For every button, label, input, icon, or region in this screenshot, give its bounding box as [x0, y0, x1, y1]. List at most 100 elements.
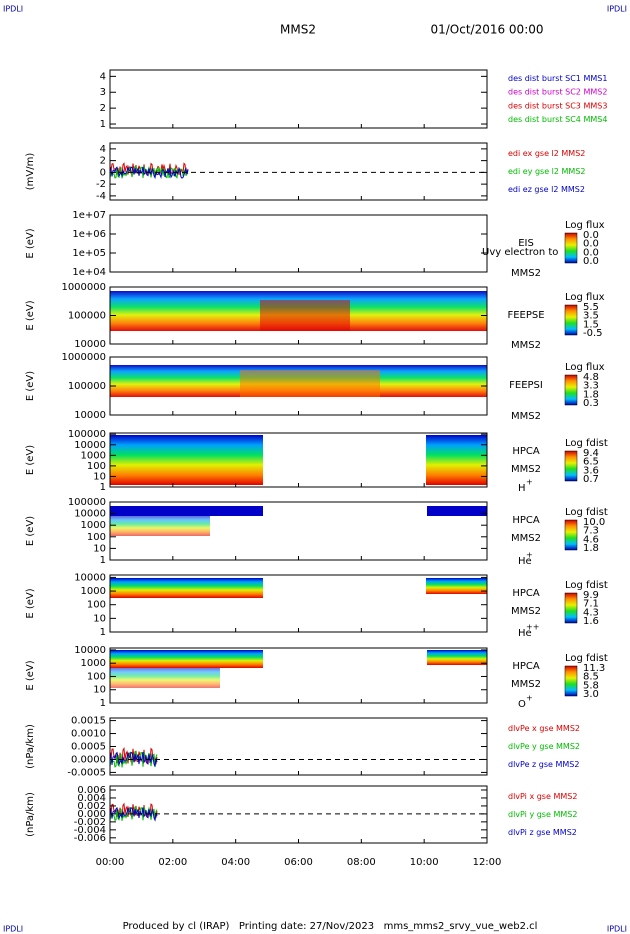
- y-axis-label: (mV/m): [25, 153, 36, 191]
- y-axis-label: (nPa/km): [25, 792, 36, 837]
- y-tick-label: 0.000: [77, 809, 106, 820]
- colorbar-label: 8.5: [583, 672, 599, 683]
- spectrogram-fill: [110, 291, 487, 688]
- instrument-label: HPCA: [512, 588, 540, 599]
- colorbar-label: 0.7: [583, 474, 599, 485]
- y-tick-label: 3: [100, 87, 106, 98]
- y-tick-label: 100000: [68, 429, 106, 440]
- corner-label: IPDLI: [607, 5, 627, 14]
- y-tick-label: 1000: [81, 586, 106, 597]
- y-tick-label: 0: [100, 167, 106, 178]
- colorbar-label: 4.3: [583, 607, 599, 618]
- legend-entry: des dist burst SC4 MMS4: [508, 115, 607, 124]
- y-tick-label: -0.006: [74, 833, 106, 844]
- y-axis-label: E (eV): [25, 445, 36, 475]
- y-tick-label: 1e+06: [72, 229, 106, 240]
- colorbar: [564, 519, 578, 551]
- colorbar-label: 4.6: [583, 534, 599, 545]
- y-tick-label: 100: [87, 671, 106, 682]
- y-tick-label: 100: [87, 461, 106, 472]
- y-axis-label: E (eV): [25, 588, 36, 618]
- colorbar-title: Log flux: [565, 362, 605, 373]
- noise-trace: [109, 165, 189, 179]
- panel-frame: [109, 69, 488, 129]
- colorbar-label: 7.3: [583, 526, 599, 537]
- y-tick-label: 10000: [74, 645, 106, 656]
- spacecraft-label: MMS2: [511, 411, 541, 422]
- y-tick-label: 1e+05: [72, 248, 106, 259]
- colorbar-label: 0.0: [583, 256, 599, 267]
- y-axis-label: E (eV): [25, 660, 36, 690]
- y-tick-label: 10000: [74, 509, 106, 520]
- colorbar-label: 0.0: [583, 230, 599, 241]
- spacecraft-label: MMS2: [511, 464, 541, 475]
- colorbar-label: 9.4: [583, 448, 599, 459]
- instrument-label: HPCA: [512, 661, 540, 672]
- colorbar-title: Log fdist: [565, 580, 608, 591]
- y-tick-label: 10000: [74, 339, 106, 350]
- y-tick-label: 1000: [81, 450, 106, 461]
- y-tick-label: 1000: [81, 520, 106, 531]
- panel-frame: [109, 214, 488, 273]
- species-label: He: [518, 556, 532, 567]
- colorbar-label: 9.9: [583, 590, 599, 601]
- y-tick-label: 1000: [81, 658, 106, 669]
- species-charge: +: [526, 478, 533, 487]
- y-tick-label: 1: [100, 555, 106, 566]
- y-tick-label: -4: [96, 191, 106, 202]
- legend-entry: edi ey gse l2 MMS2: [508, 167, 586, 176]
- noise-trace: [109, 751, 158, 767]
- spacecraft-label: MMS2: [511, 268, 541, 279]
- y-axis-label: E (eV): [25, 300, 36, 330]
- y-tick-label: 2: [100, 103, 106, 114]
- x-tick-label: 00:00: [96, 857, 125, 868]
- y-tick-label: 1: [100, 119, 106, 130]
- x-tick-label: 10:00: [410, 857, 439, 868]
- species-charge: ++: [526, 623, 539, 632]
- colorbar-label: 5.5: [583, 302, 599, 313]
- y-tick-label: 100000: [68, 381, 106, 392]
- noise-trace: [109, 807, 158, 822]
- y-tick-label: 4: [100, 71, 106, 82]
- corner-label: IPDLI: [607, 925, 627, 934]
- y-tick-label: 0.002: [77, 801, 106, 812]
- colorbar-title: Log fdist: [565, 653, 608, 664]
- colorbar-label: 1.8: [583, 543, 599, 554]
- legend-entry: edi ex gse l2 MMS2: [508, 149, 585, 158]
- legend-entry: edi ez gse l2 MMS2: [508, 185, 585, 194]
- spacecraft-label: MMS2: [511, 606, 541, 617]
- y-tick-label: 0.0010: [71, 729, 106, 740]
- instrument-label: FEEPSE: [507, 310, 544, 321]
- y-tick-label: 1e+07: [72, 210, 106, 221]
- y-tick-label: 10000: [74, 410, 106, 421]
- legend-entry: dlvPi x gse MMS2: [508, 792, 577, 801]
- colorbar-label: 0.0: [583, 247, 599, 258]
- instrument-label: FEEPSI: [509, 380, 543, 391]
- y-tick-label: 100: [87, 600, 106, 611]
- title: MMS2: [280, 23, 316, 37]
- legend-entry: dlvPi z gse MMS2: [508, 828, 577, 837]
- y-tick-label: 0.004: [77, 793, 106, 804]
- y-tick-label: 100000: [68, 497, 106, 508]
- annotation: Uvy electron to: [482, 247, 558, 258]
- corner-label: IPDLI: [3, 925, 23, 934]
- y-axis-label: (nPa/km): [25, 724, 36, 769]
- y-tick-label: 4: [100, 144, 106, 155]
- colorbar-label: 1.5: [583, 319, 599, 330]
- colorbar-title: Log fdist: [565, 507, 608, 518]
- y-tick-label: -0.004: [74, 825, 106, 836]
- y-tick-label: 1: [100, 482, 106, 493]
- colorbar-label: 5.8: [583, 680, 599, 691]
- colorbar-label: -0.5: [583, 328, 603, 339]
- y-tick-label: 100000: [68, 311, 106, 322]
- y-tick-label: 1: [100, 627, 106, 638]
- species-charge: +: [526, 551, 533, 560]
- y-tick-label: 0.0005: [71, 742, 106, 753]
- colorbar: [564, 304, 578, 336]
- colorbar-title: Log flux: [565, 292, 605, 303]
- y-tick-label: 1000000: [61, 282, 106, 293]
- panel-frame: [109, 785, 488, 844]
- colorbar-label: 4.8: [583, 372, 599, 383]
- instrument-label: HPCA: [512, 446, 540, 457]
